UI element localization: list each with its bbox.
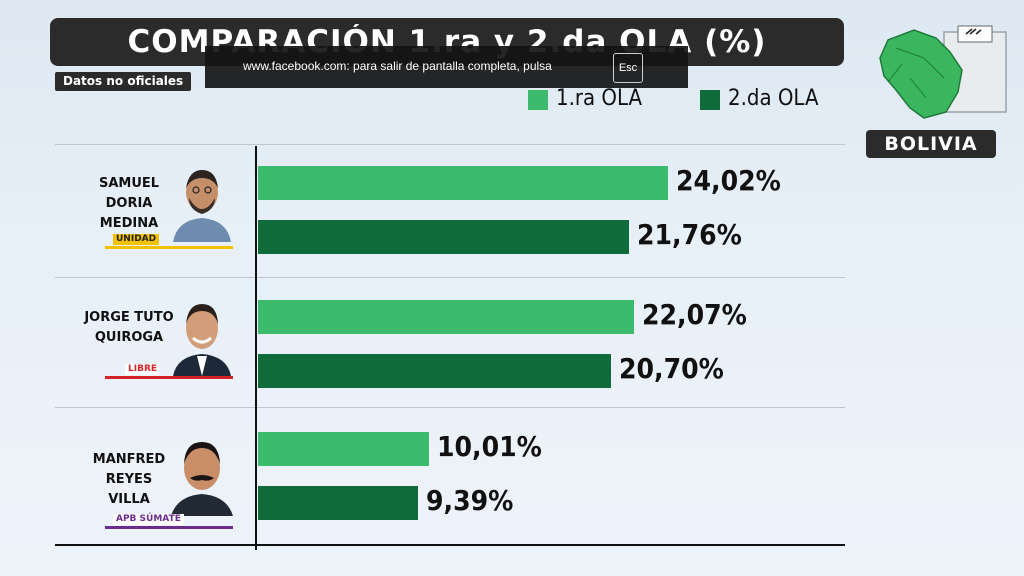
candidate-first-name: SAMUEL (98, 176, 160, 191)
party-color-strip (105, 376, 233, 379)
party-logo-apb-sumate: APB SÚMATE (113, 514, 184, 525)
country-badge: BOLIVIA (866, 130, 996, 158)
legend-swatch-second-wave (700, 90, 720, 110)
candidate-name-3: MANFRED REYES VILLA (83, 450, 175, 510)
candidate-name-2: JORGE TUTO QUIROGA (83, 308, 175, 348)
esc-key-hint[interactable]: Esc (613, 53, 643, 83)
bolivia-map-ballot-icon (866, 18, 1016, 130)
fullscreen-notice: www.facebook.com: para salir de pantalla… (205, 46, 688, 88)
bar-first-wave-reyes-villa (258, 432, 429, 466)
row-divider (55, 407, 845, 408)
legend-label-first-wave: 1.ra OLA (556, 86, 643, 111)
candidate-first-name: JORGE TUTO (84, 310, 174, 325)
y-axis-line (255, 146, 257, 550)
title-bar: COMPARACIÓN 1.ra y 2.da OLA (%) (50, 18, 844, 66)
candidate-last-name: DORIA MEDINA (99, 196, 159, 231)
person-portrait-icon (167, 162, 237, 242)
person-portrait-icon (167, 436, 237, 516)
party-logo-unidad: UNIDAD (113, 234, 160, 245)
data-label: 21,76% (637, 218, 742, 251)
legend-swatch-first-wave (528, 90, 548, 110)
bar-second-wave-doria-medina (258, 220, 629, 254)
bar-second-wave-reyes-villa (258, 486, 418, 520)
data-label: 20,70% (619, 352, 724, 385)
unofficial-data-note: Datos no oficiales (55, 72, 192, 91)
party-logo-libre: LIBRE (125, 364, 161, 375)
fullscreen-notice-text: www.facebook.com: para salir de pantalla… (243, 59, 552, 73)
person-portrait-icon (167, 296, 237, 376)
chart-baseline (55, 544, 845, 546)
candidate-last-name: REYES VILLA (105, 472, 153, 507)
bar-first-wave-quiroga (258, 300, 634, 334)
data-label: 22,07% (642, 298, 747, 331)
legend-label-second-wave: 2.da OLA (728, 86, 819, 111)
data-label: 10,01% (437, 430, 542, 463)
data-label: 24,02% (676, 164, 781, 197)
bar-second-wave-quiroga (258, 354, 611, 388)
row-divider (55, 144, 845, 145)
row-divider (55, 277, 845, 278)
party-color-strip (105, 246, 233, 249)
candidate-name-1: SAMUEL DORIA MEDINA (83, 174, 175, 234)
party-color-strip (105, 526, 233, 529)
data-label: 9,39% (426, 484, 514, 517)
candidate-first-name: MANFRED (92, 452, 166, 467)
bar-chart: SAMUEL DORIA MEDINA UNIDAD JORGE TUTO QU… (55, 140, 845, 550)
bar-first-wave-doria-medina (258, 166, 668, 200)
candidate-last-name: QUIROGA (94, 330, 164, 345)
